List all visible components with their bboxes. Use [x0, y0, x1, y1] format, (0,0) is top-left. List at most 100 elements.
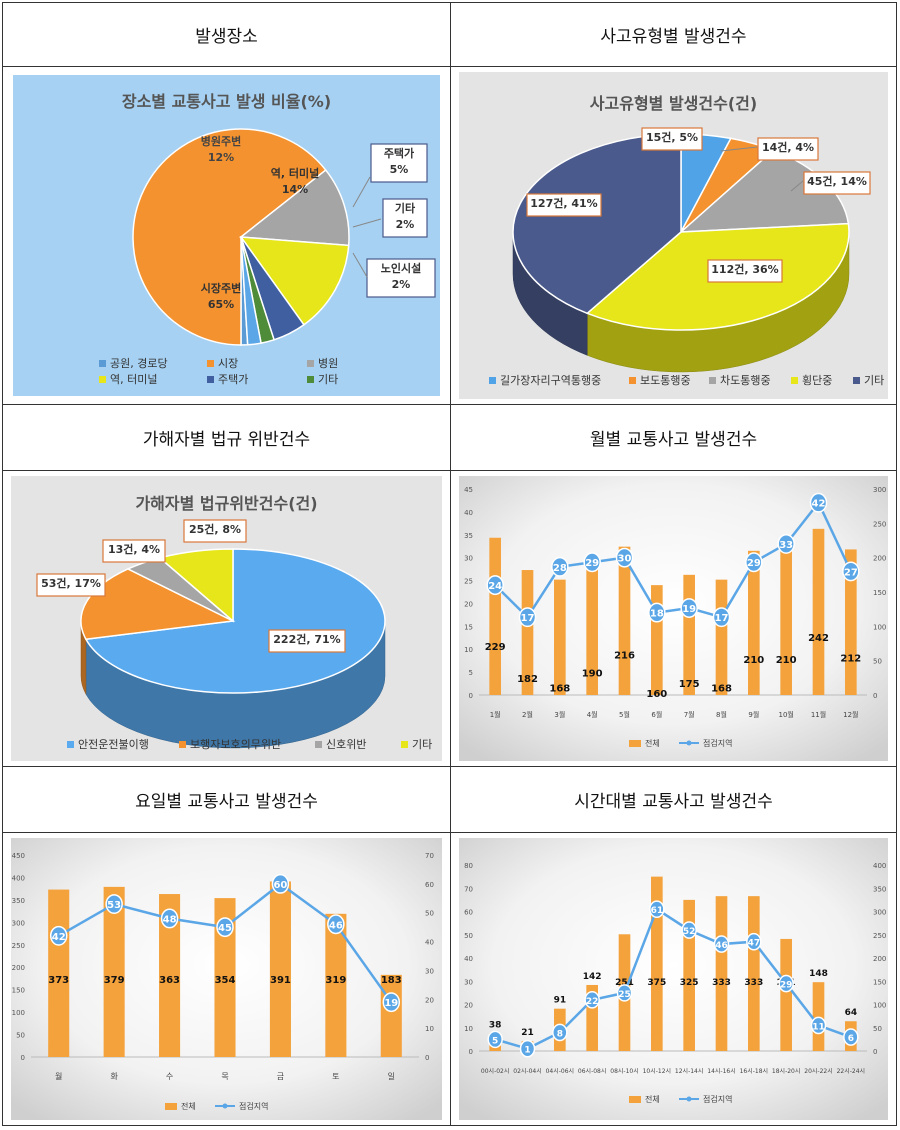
legend-entry: 횡단중: [802, 374, 832, 387]
data-label: 112건, 36%: [711, 262, 778, 276]
y-left-tick: 100: [12, 1009, 25, 1017]
legend-swatch: [315, 741, 322, 748]
legend-entry: 시장: [218, 357, 238, 370]
legend-entry: 전체: [645, 1094, 660, 1104]
bar: [780, 550, 792, 695]
y-right-tick: 150: [873, 978, 886, 986]
line-value-label: 60: [273, 880, 287, 891]
y-right-tick: 250: [873, 932, 886, 940]
header-month-text: 월별 교통사고 발생건수: [589, 430, 758, 450]
x-tick-label: 18시-20시: [772, 1068, 800, 1075]
x-tick-label: 4월: [587, 710, 598, 719]
data-label-box: [366, 258, 436, 298]
y-left-tick: 30: [464, 978, 473, 986]
weekday-chart-cell: 0 50 100 150 200 250 300 350 400 450 0 10 20 30 40 50 60…: [3, 833, 451, 1126]
data-label: 15건, 5%: [646, 130, 698, 144]
line-value-label: 28: [553, 563, 567, 574]
x-tick-label: 11월: [811, 710, 826, 719]
x-tick-label: 5월: [619, 710, 630, 719]
x-tick-label: 8월: [716, 710, 727, 719]
leader-line: [790, 180, 804, 192]
line-marker: [486, 575, 504, 596]
legend-swatch-marker: [222, 1103, 228, 1109]
bar-value-label: 391: [270, 975, 291, 986]
x-tick-label: 06시-08시: [578, 1068, 606, 1075]
bar: [683, 899, 695, 1051]
data-label: 2%: [396, 218, 415, 231]
y-right-tick: 20: [425, 996, 434, 1004]
legend-swatch-marker: [686, 740, 692, 746]
legend-swatch: [99, 376, 106, 383]
legend-entry: 점검지역: [703, 738, 732, 748]
bar-value-label: 242: [808, 633, 829, 644]
legend-swatch-bar: [629, 740, 641, 747]
time-combo-chart: 0 10 20 30 40 50 60 70 80 0 50 100 150 200 250 300 350 40…: [459, 838, 888, 1120]
bar-value-label: 64: [845, 1008, 858, 1018]
line-marker: [487, 1030, 503, 1049]
legend-swatch: [67, 741, 74, 748]
y-left-tick: 40: [464, 509, 473, 517]
legend-entry: 역, 터미널: [110, 373, 157, 386]
line-marker: [746, 932, 762, 951]
line-value-label: 46: [329, 920, 343, 931]
y-right-tick: 300: [873, 909, 886, 917]
data-label: 127건, 41%: [530, 196, 597, 210]
data-label-box: [268, 629, 346, 653]
header-place-text: 발생장소: [195, 27, 258, 47]
data-label-box: [757, 137, 819, 161]
month-chart-cell: 0 5 10 15 20 25 30 35 40 45 0 50 100 150 200 250 300 229 1…: [451, 471, 897, 767]
header-type: 사고유형별 발생건수: [451, 3, 897, 67]
line-marker: [778, 974, 794, 993]
line-value-label: 27: [844, 567, 858, 578]
bar: [812, 528, 825, 695]
legend-swatch: [401, 741, 408, 748]
line-value-label: 53: [107, 900, 121, 911]
line-value-label: 42: [812, 499, 826, 510]
y-left-tick: 0: [469, 692, 473, 700]
y-left-tick: 30: [464, 555, 473, 563]
bar-value-label: 319: [325, 975, 346, 986]
line-marker: [327, 914, 345, 935]
x-tick-label: 1월: [490, 710, 501, 719]
x-tick-label: 6월: [651, 710, 662, 719]
header-violator: 가해자별 법규 위반건수: [3, 405, 451, 471]
line-value-label: 24: [488, 581, 502, 592]
line-value-label: 19: [384, 998, 398, 1009]
x-tick-label: 9월: [748, 710, 759, 719]
x-tick-label: 02시-04시: [513, 1068, 541, 1075]
line-value-label: 1: [524, 1046, 530, 1056]
line-value-label: 42: [52, 932, 66, 943]
line-value-label: 33: [779, 540, 793, 551]
line-value-label: 11: [812, 1022, 825, 1032]
y-right-tick: 200: [873, 955, 886, 963]
bar: [748, 896, 760, 1051]
bar-value-label: 229: [485, 642, 506, 653]
bar: [845, 549, 857, 695]
y-right-tick: 250: [873, 520, 886, 528]
bar-value-label: 333: [744, 978, 763, 988]
line-value-label: 47: [748, 939, 761, 949]
y-right-tick: 50: [873, 1025, 882, 1033]
line-value-label: 17: [715, 613, 729, 624]
y-right-tick: 70: [425, 852, 434, 860]
x-tick-label: 12시-14시: [675, 1068, 703, 1075]
bar-value-label: 210: [743, 655, 764, 666]
y-left-tick: 0: [21, 1054, 25, 1062]
bar: [651, 585, 663, 695]
x-tick-label: 월: [55, 1071, 62, 1081]
data-label-box: [183, 519, 247, 543]
chart-background: [459, 838, 888, 1120]
x-tick-label: 22시-24시: [837, 1068, 865, 1075]
place-pie-chart: 장소별 교통사고 발생 비율(%) 시장주변 65% 병원주변 12% 역, 터미널 14%…: [13, 75, 440, 396]
bar: [715, 579, 728, 695]
y-left-tick: 60: [464, 909, 473, 917]
type-pie-chart: 사고유형별 발생건수(건) 15건, 5% 14건, 4% 45건, 14% 112건,…: [459, 72, 888, 399]
header-weekday-text: 요일별 교통사고 발생건수: [135, 792, 318, 812]
y-right-tick: 50: [873, 658, 882, 666]
bar: [683, 574, 695, 695]
bar: [489, 537, 501, 695]
line-marker: [712, 607, 731, 628]
line-marker: [681, 921, 697, 939]
y-left-tick: 45: [464, 486, 473, 494]
y-left-tick: 150: [12, 987, 25, 995]
